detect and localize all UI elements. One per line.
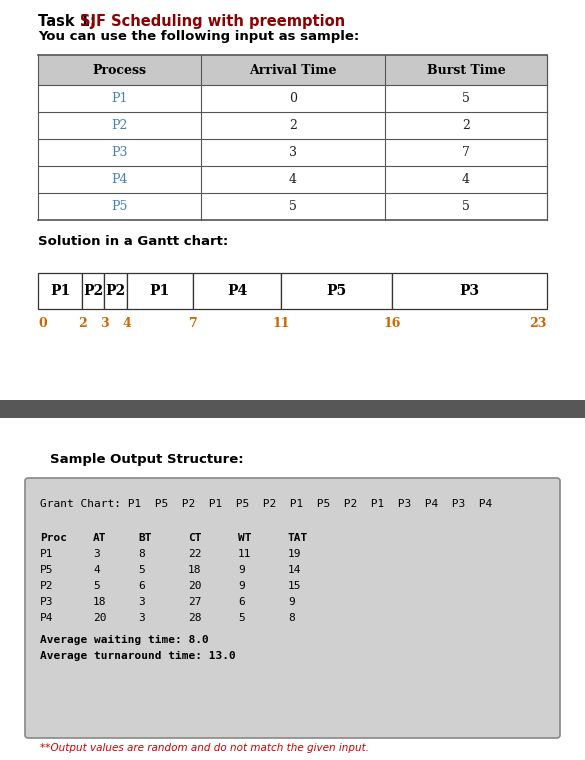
Text: 18: 18	[188, 565, 201, 575]
Text: 2: 2	[289, 119, 297, 132]
Text: P5: P5	[326, 284, 347, 298]
Text: You can use the following input as sample:: You can use the following input as sampl…	[38, 30, 359, 43]
Text: P3: P3	[111, 146, 128, 159]
Text: P2: P2	[111, 119, 128, 132]
Text: 22: 22	[188, 549, 201, 559]
Text: 4: 4	[289, 173, 297, 186]
Text: 3: 3	[100, 317, 109, 330]
Text: 20: 20	[93, 613, 106, 623]
Text: P1: P1	[40, 549, 53, 559]
Text: P4: P4	[227, 284, 247, 298]
Text: 9: 9	[238, 581, 245, 591]
Text: 6: 6	[238, 597, 245, 607]
Text: CT: CT	[188, 533, 201, 543]
Bar	[193, 273, 281, 309]
Text: 28: 28	[188, 613, 201, 623]
Text: 11: 11	[238, 549, 252, 559]
Text: P5: P5	[40, 565, 53, 575]
Text: Sample Output Structure:: Sample Output Structure:	[50, 453, 243, 466]
Text: 7: 7	[188, 317, 197, 330]
Text: 2: 2	[462, 119, 470, 132]
Text: 4: 4	[93, 565, 100, 575]
Text: 5: 5	[462, 200, 470, 213]
Text: 0: 0	[289, 92, 297, 105]
Text: 15: 15	[288, 581, 301, 591]
Text: 5: 5	[138, 565, 144, 575]
Text: 5: 5	[289, 200, 297, 213]
Text: 18: 18	[93, 597, 106, 607]
Text: **Output values are random and do not match the given input.: **Output values are random and do not ma…	[40, 743, 369, 753]
Text: P1: P1	[111, 92, 128, 105]
Text: 5: 5	[462, 92, 470, 105]
Text: 3: 3	[138, 613, 144, 623]
Text: 0: 0	[38, 317, 47, 330]
Bar	[281, 273, 392, 309]
Text: Task 1:: Task 1:	[38, 14, 101, 29]
Text: 14: 14	[288, 565, 301, 575]
Text: 19: 19	[288, 549, 301, 559]
Text: 6: 6	[138, 581, 144, 591]
Text: 20: 20	[188, 581, 201, 591]
Bar	[104, 273, 126, 309]
Text: 4: 4	[462, 173, 470, 186]
Bar	[0, 400, 585, 418]
Bar	[392, 273, 547, 309]
Text: 4: 4	[122, 317, 131, 330]
Text: P3: P3	[40, 597, 53, 607]
Text: 3: 3	[289, 146, 297, 159]
Text: 8: 8	[138, 549, 144, 559]
Text: P2: P2	[83, 284, 104, 298]
Text: 23: 23	[529, 317, 547, 330]
Text: P4: P4	[111, 173, 128, 186]
Text: P2: P2	[105, 284, 126, 298]
Text: Solution in a Gantt chart:: Solution in a Gantt chart:	[38, 235, 228, 248]
Text: Grant Chart: P1  P5  P2  P1  P5  P2  P1  P5  P2  P1  P3  P4  P3  P4: Grant Chart: P1 P5 P2 P1 P5 P2 P1 P5 P2 …	[40, 499, 492, 509]
Bar	[38, 55, 547, 85]
Text: Proc: Proc	[40, 533, 67, 543]
Bar	[82, 273, 104, 309]
Text: 5: 5	[93, 581, 100, 591]
Text: Arrival Time: Arrival Time	[249, 64, 337, 77]
Text: Average waiting time: 8.0: Average waiting time: 8.0	[40, 635, 209, 645]
Text: 16: 16	[383, 317, 401, 330]
Text: 27: 27	[188, 597, 201, 607]
Text: 9: 9	[288, 597, 295, 607]
Text: 5: 5	[238, 613, 245, 623]
Text: AT: AT	[93, 533, 106, 543]
Text: Average turnaround time: 13.0: Average turnaround time: 13.0	[40, 651, 236, 661]
Text: Process: Process	[92, 64, 146, 77]
Text: P4: P4	[40, 613, 53, 623]
Text: P5: P5	[111, 200, 128, 213]
Text: TAT: TAT	[288, 533, 308, 543]
Text: 9: 9	[238, 565, 245, 575]
Text: P1: P1	[50, 284, 70, 298]
Text: 8: 8	[288, 613, 295, 623]
Text: SJF Scheduling with preemption: SJF Scheduling with preemption	[80, 14, 345, 29]
Text: P3: P3	[459, 284, 480, 298]
Text: 11: 11	[273, 317, 290, 330]
Bar	[38, 273, 82, 309]
Text: 7: 7	[462, 146, 470, 159]
Text: WT: WT	[238, 533, 252, 543]
Text: Burst Time: Burst Time	[426, 64, 505, 77]
Text: BT: BT	[138, 533, 152, 543]
Text: 3: 3	[93, 549, 100, 559]
Text: P1: P1	[150, 284, 170, 298]
Bar	[126, 273, 193, 309]
FancyBboxPatch shape	[25, 478, 560, 738]
Text: P2: P2	[40, 581, 53, 591]
Text: 2: 2	[78, 317, 87, 330]
Text: 3: 3	[138, 597, 144, 607]
